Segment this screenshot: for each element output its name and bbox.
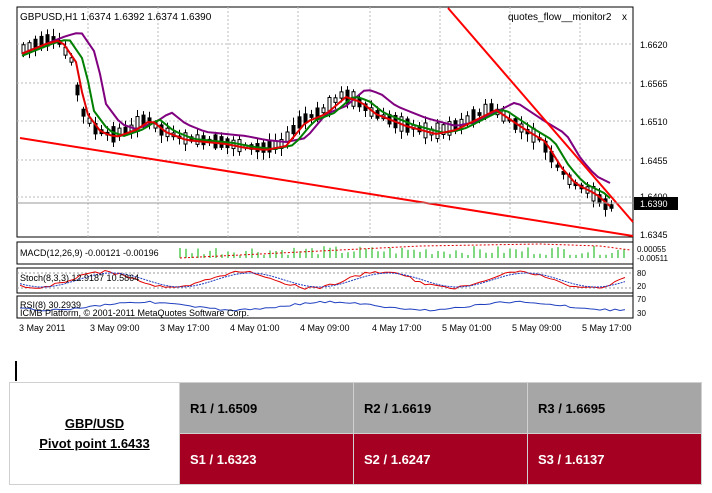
price-label: 1.6620 bbox=[640, 40, 668, 50]
macd-scale-bottom: -0.00511 bbox=[637, 254, 669, 263]
candle-body bbox=[609, 204, 614, 209]
candle-body bbox=[291, 125, 296, 135]
resistance-r3: R3 / 1.6695 bbox=[527, 382, 702, 434]
macd-panel bbox=[16, 241, 634, 265]
current-price-tag bbox=[634, 197, 678, 210]
time-label: 4 May 09:00 bbox=[300, 323, 350, 333]
chart-grid bbox=[17, 7, 633, 237]
rsi-panel bbox=[16, 295, 634, 319]
price-label: 1.6345 bbox=[640, 230, 668, 240]
stoch-scale-top: 80 bbox=[637, 269, 646, 278]
stoch-panel bbox=[16, 267, 634, 294]
support-s1: S1 / 1.6323 bbox=[179, 433, 354, 485]
candle-body bbox=[309, 114, 314, 118]
candle-body bbox=[321, 107, 326, 114]
resistance-trendline bbox=[447, 7, 634, 223]
candle-body bbox=[477, 112, 482, 116]
support-s2: S2 / 1.6247 bbox=[353, 433, 528, 485]
candle-body bbox=[123, 126, 128, 134]
pivot-point: Pivot point 1.6433 bbox=[39, 435, 150, 451]
macd-scale-top: 0.00055 bbox=[637, 245, 666, 254]
macd-label: MACD(12,26,9) -0.00121 -0.00196 bbox=[20, 248, 159, 258]
rsi-scale-bottom: 30 bbox=[637, 309, 646, 318]
text-cursor bbox=[15, 361, 17, 381]
current-price-label: 1.6390 bbox=[640, 199, 668, 209]
time-label: 3 May 09:00 bbox=[90, 323, 140, 333]
time-label: 5 May 09:00 bbox=[512, 323, 562, 333]
ma-slow-line bbox=[21, 32, 611, 184]
time-label: 3 May 2011 bbox=[19, 323, 65, 333]
candle-body bbox=[111, 126, 116, 143]
resistance-r2: R2 / 1.6619 bbox=[353, 382, 528, 434]
candle-body bbox=[285, 131, 290, 143]
rsi-label: RSI(8) 30.2939 bbox=[20, 300, 81, 310]
support-s3: S3 / 1.6137 bbox=[527, 433, 702, 485]
time-label: 4 May 01:00 bbox=[230, 323, 280, 333]
support-trendline bbox=[19, 137, 634, 237]
candle-body bbox=[441, 124, 446, 135]
ma-fast-line bbox=[21, 39, 611, 207]
resistance-r1: R1 / 1.6509 bbox=[179, 382, 354, 434]
stoch-label: Stoch(8,3,3) 12.9187 10.5864 bbox=[20, 273, 139, 283]
stoch-signal-line bbox=[19, 272, 626, 288]
price-label: 1.6565 bbox=[640, 79, 668, 89]
time-label: 5 May 01:00 bbox=[442, 323, 492, 333]
time-label: 3 May 17:00 bbox=[160, 323, 210, 333]
price-chart[interactable]: GBPUSD,H1 1.6374 1.6392 1.6374 1.6390 qu… bbox=[0, 0, 712, 345]
time-label: 4 May 17:00 bbox=[372, 323, 422, 333]
indicator-name: quotes_flow__monitor2 bbox=[508, 12, 612, 23]
close-icon[interactable]: x bbox=[622, 12, 627, 23]
stoch-scale-bottom: 20 bbox=[637, 282, 646, 291]
copyright-watermark: ICMB Platform, © 2001-2011 MetaQuotes So… bbox=[20, 308, 249, 318]
candle-body bbox=[69, 57, 74, 63]
pair-name: GBP/USD bbox=[64, 415, 125, 431]
pivot-pair-cell: GBP/USD Pivot point 1.6433 bbox=[9, 382, 180, 485]
candle-body bbox=[75, 84, 80, 96]
macd-signal-line bbox=[179, 243, 631, 259]
candle-body bbox=[297, 116, 302, 129]
price-label: 1.6455 bbox=[640, 156, 668, 166]
pivot-table: GBP/USD Pivot point 1.6433 R1 / 1.6509 R… bbox=[9, 382, 702, 485]
symbol-info: GBPUSD,H1 1.6374 1.6392 1.6374 1.6390 bbox=[20, 12, 212, 23]
candle-body bbox=[81, 108, 86, 117]
candle-body bbox=[555, 164, 560, 168]
candle-body bbox=[333, 97, 338, 103]
rsi-scale-top: 70 bbox=[637, 295, 646, 304]
time-label: 5 May 17:00 bbox=[582, 323, 632, 333]
price-label: 1.6510 bbox=[640, 117, 668, 127]
candle-body bbox=[339, 91, 344, 99]
rsi-line bbox=[19, 300, 626, 312]
candle-body bbox=[447, 121, 452, 136]
